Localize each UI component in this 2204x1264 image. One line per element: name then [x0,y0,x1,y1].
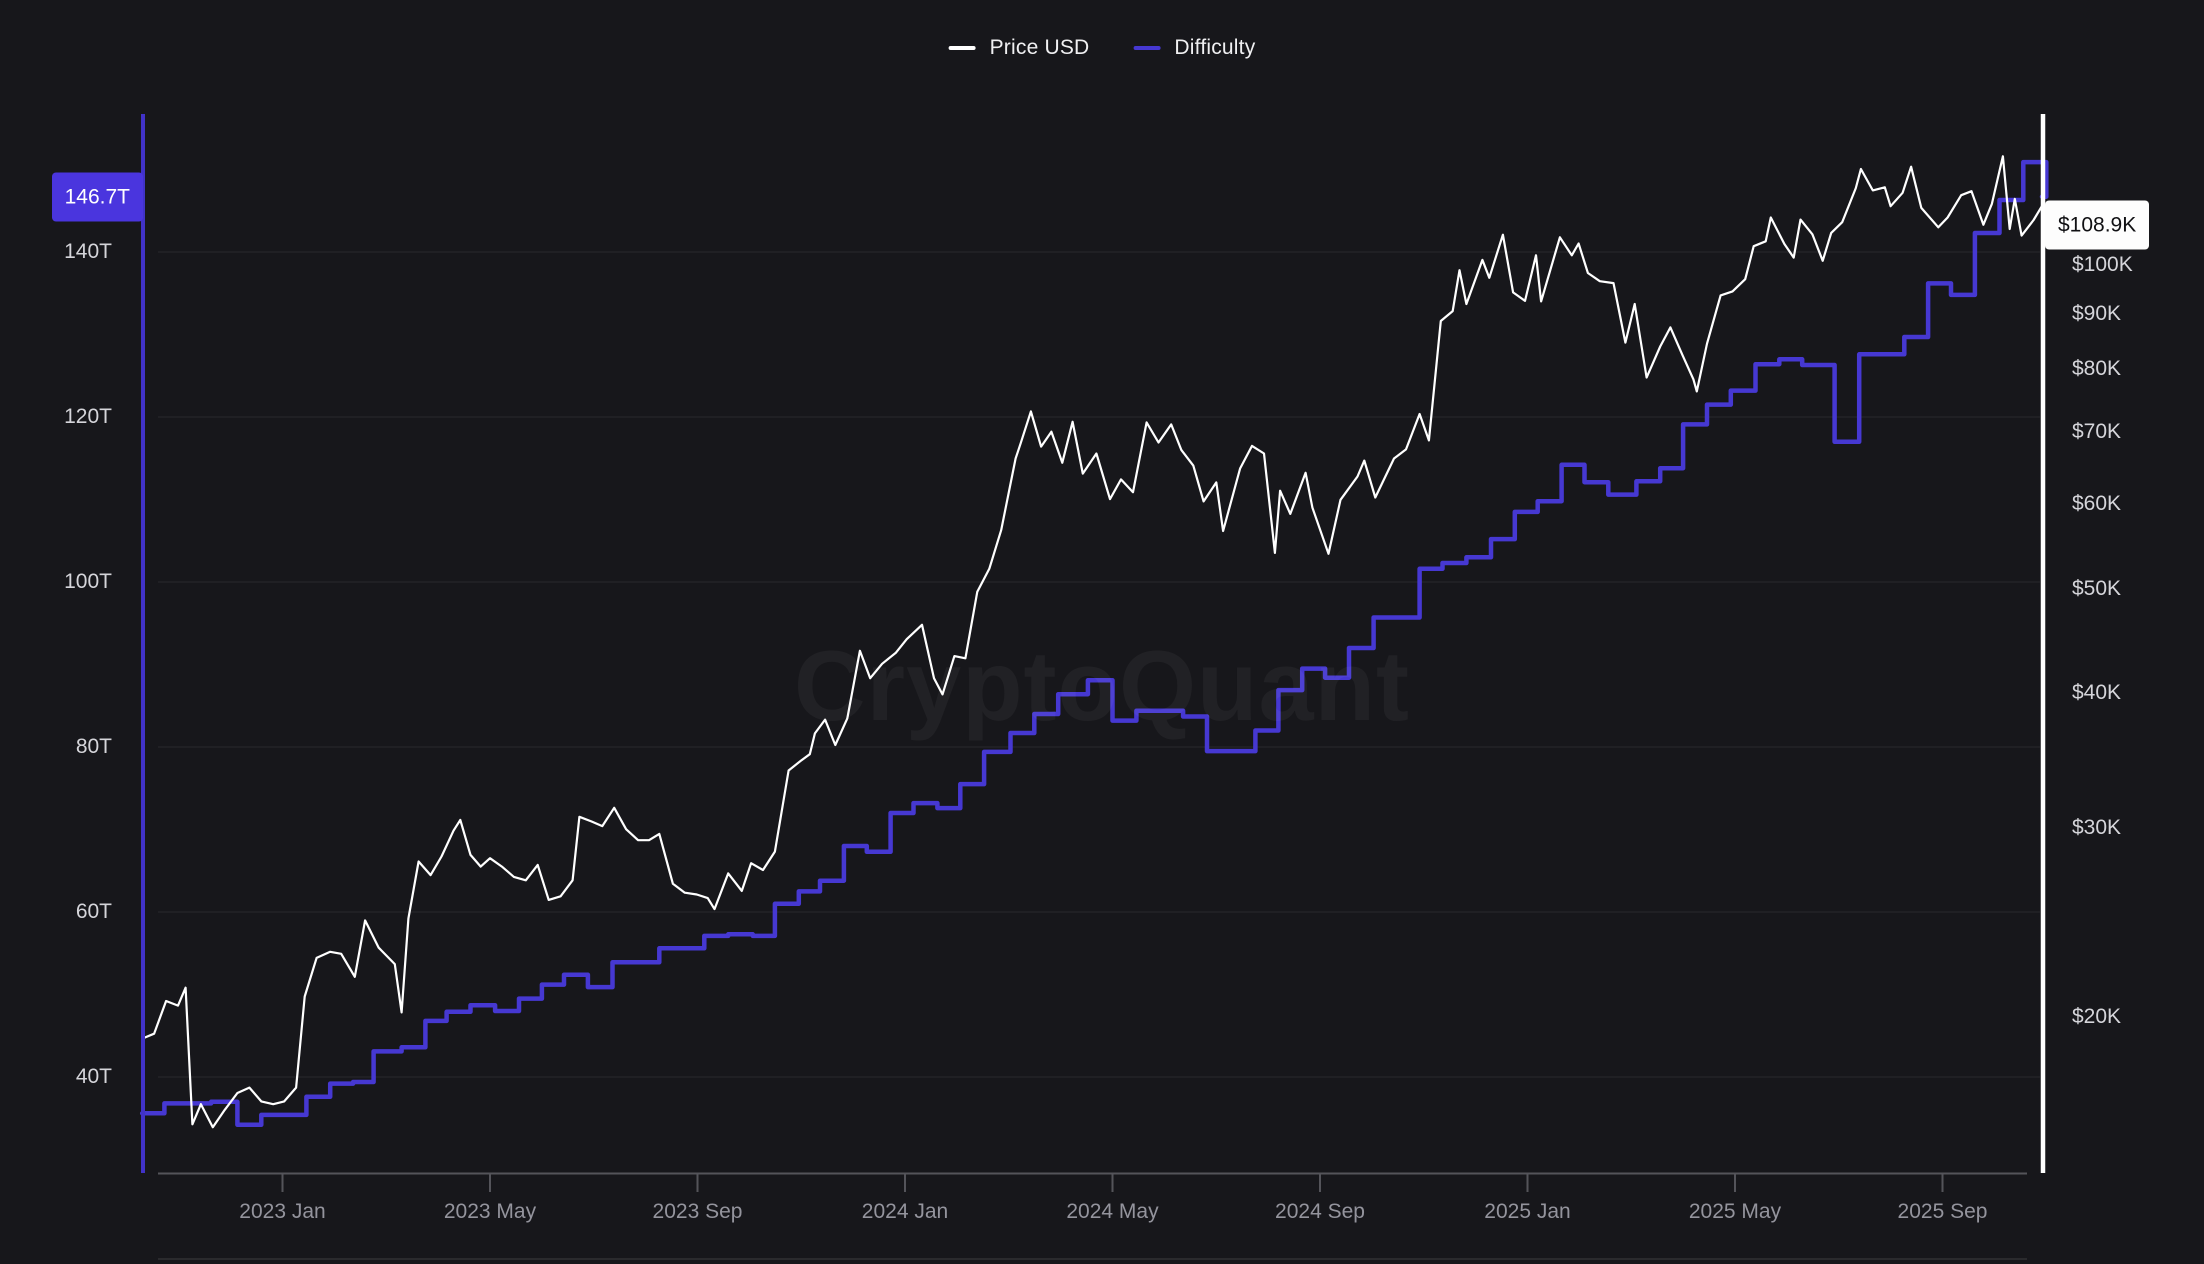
x-axis-tick-label: 2025 May [1688,1200,1782,1223]
right-axis-tick-label: $30K [2072,815,2122,839]
x-axis-tick-label: 2024 Jan [861,1200,949,1223]
left-axis-tick-label: 40T [75,1065,112,1088]
x-axis-tick-label: 2024 May [1066,1200,1159,1223]
x-axis-tick-label: 2023 May [443,1200,537,1223]
right-axis-tick-label: $20K [2072,1005,2122,1029]
x-axis-tick-label: 2025 Jan [1484,1200,1571,1223]
x-axis-tick-label: 2025 Sep [1897,1200,1988,1223]
difficulty-line-swatch-icon [1133,46,1161,50]
left-axis-tick-label: 120T [64,405,112,428]
left-axis-tick-label: 140T [64,240,112,263]
legend-label-price: Price USD [989,36,1090,59]
right-axis-tick-label: $50K [2072,576,2122,600]
right-axis-tick-label: $80K [2072,357,2122,381]
left-axis-tick-label: 60T [75,900,112,923]
x-axis-tick-label: 2024 Sep [1275,1200,1365,1223]
left-axis-tick-label: 80T [75,735,112,758]
legend-item-price[interactable]: Price USD [948,36,1090,60]
right-axis-tick-label: $40K [2072,681,2122,705]
price-current-value-badge: $108.9K [2045,200,2150,250]
x-axis-tick-label: 2023 Sep [652,1200,743,1223]
chart-legend: Price USD Difficulty [948,36,1256,60]
price-line [141,155,2050,1129]
right-axis-tick-label: $70K [2072,419,2122,443]
left-axis-tick-label: 100T [64,570,112,593]
right-axis-tick-label: $90K [2072,302,2122,326]
difficulty-line [139,159,2049,1128]
price-line-swatch-icon [948,46,976,50]
legend-label-difficulty: Difficulty [1174,36,1256,59]
difficulty-current-value-badge: 146.7T [51,172,143,222]
legend-item-difficulty[interactable]: Difficulty [1133,36,1255,60]
right-axis-tick-label: $100K [2072,253,2133,276]
x-axis-tick-label: 2023 Jan [239,1200,326,1223]
right-axis-tick-label: $60K [2072,491,2122,515]
